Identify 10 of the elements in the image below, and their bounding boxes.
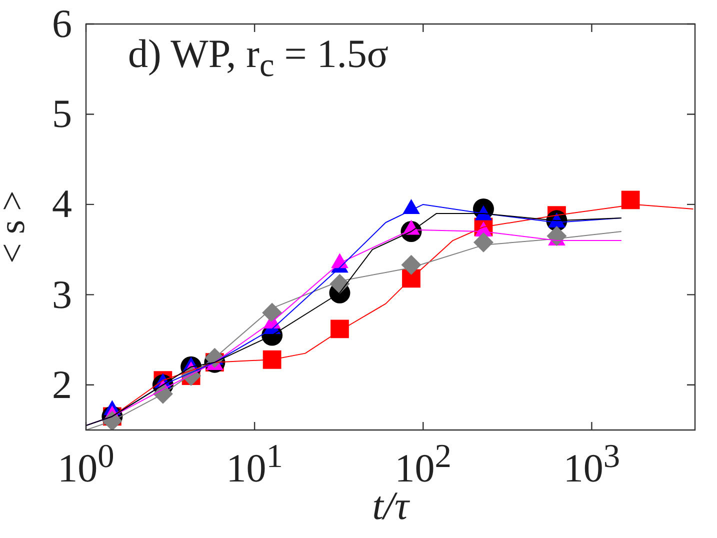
- y-axis-title: < s >: [0, 190, 32, 264]
- x-tick-label: 10$^{0}$: [58, 438, 114, 490]
- y-tick-label: 2: [52, 362, 72, 407]
- chart-title: d) WP, r$_{c}$ = 1.5σ: [128, 31, 388, 84]
- x-tick-label: 10$^{3}$: [563, 438, 620, 490]
- x-tick-label: 10$^{1}$: [226, 438, 283, 490]
- y-tick-label: 4: [52, 181, 72, 226]
- y-tick-label: 3: [52, 272, 72, 317]
- y-tick-label: 5: [52, 91, 72, 136]
- y-tick-label: 6: [52, 1, 72, 46]
